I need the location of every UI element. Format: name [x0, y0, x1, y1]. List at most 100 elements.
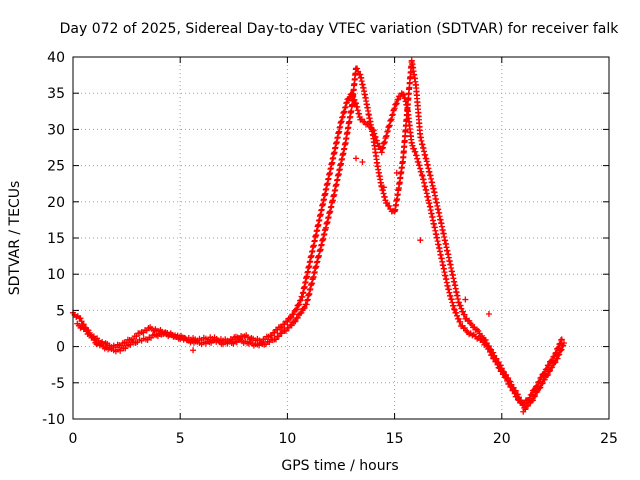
outlier-point	[380, 184, 387, 191]
data-point-track-2	[298, 309, 305, 316]
data-point-track-2	[482, 336, 489, 343]
data-point-track-1	[549, 364, 556, 371]
data-point-track-1	[297, 297, 304, 304]
data-point-track-2	[384, 200, 391, 207]
data-point-track-2	[288, 322, 295, 329]
x-tick-label: 0	[69, 431, 78, 447]
data-point-track-1	[78, 318, 85, 325]
data-point-track-1	[395, 96, 402, 103]
data-point-track-1	[544, 371, 551, 378]
data-point-track-2	[355, 68, 362, 75]
data-point-track-1	[408, 139, 415, 146]
data-point-track-2	[485, 343, 492, 349]
data-point-track-1	[290, 311, 297, 318]
data-point-track-1	[547, 367, 554, 374]
data-point-track-1	[457, 318, 464, 325]
y-tick-label: -10	[42, 412, 65, 428]
data-point-track-1	[453, 309, 460, 316]
data-point-track-2	[498, 365, 505, 372]
data-point-track-2	[505, 374, 512, 381]
y-tick-label: 15	[47, 231, 65, 247]
data-point-track-2	[459, 308, 466, 315]
data-point-track-2	[507, 378, 514, 385]
data-point-track-2	[553, 349, 560, 356]
y-tick-label: 0	[56, 340, 65, 356]
x-tick-label: 5	[176, 431, 185, 447]
data-point-track-1	[455, 315, 462, 322]
data-point-track-2	[549, 357, 556, 364]
data-point-track-2	[515, 394, 522, 401]
data-point-track-2	[493, 355, 500, 362]
data-point-track-2	[488, 346, 495, 353]
data-point-track-1	[532, 393, 539, 400]
data-point-track-2	[301, 304, 308, 311]
chart-title: Day 072 of 2025, Sidereal Day-to-day VTE…	[60, 21, 620, 37]
y-axis-label: SDTVAR / TECUs	[7, 181, 23, 296]
data-point-track-1	[539, 380, 546, 387]
tick-layer: -10 -5 0 5 10 15 20 25 30 35 40 0 5 10 15 20 25	[42, 50, 618, 447]
data-point-track-2	[272, 336, 279, 343]
y-tick-label: 20	[47, 195, 65, 211]
data-point-track-2	[545, 362, 552, 369]
data-point-track-2	[514, 391, 521, 398]
data-point-track-2	[386, 203, 393, 210]
data-point-track-2	[510, 384, 517, 391]
outlier-point	[485, 311, 492, 318]
outlier-point	[393, 169, 400, 176]
data-point-track-2	[275, 333, 282, 340]
data-point-track-2	[500, 368, 507, 375]
data-point-track-1	[346, 95, 353, 102]
x-axis-label: GPS time / hours	[281, 458, 398, 474]
data-point-track-1	[410, 145, 417, 152]
data-point-track-1	[284, 318, 291, 325]
data-point-track-1	[541, 376, 548, 383]
data-point-track-2	[521, 400, 528, 407]
data-point-track-2	[538, 374, 545, 381]
data-point-track-2	[526, 395, 533, 402]
data-point-track-1	[288, 314, 295, 321]
data-point-track-1	[552, 359, 559, 366]
data-point-track-2	[354, 65, 361, 72]
data-point-track-2	[455, 299, 462, 306]
data-point-track-2	[503, 371, 510, 378]
data-point-track-2	[558, 336, 565, 343]
x-tick-label: 15	[386, 431, 404, 447]
data-point-track-2	[536, 378, 543, 385]
data-point-track-2	[294, 314, 301, 321]
data-point-track-1	[391, 105, 398, 112]
y-tick-label: 30	[47, 122, 65, 138]
data-point-track-1	[296, 301, 303, 308]
data-point-track-1	[412, 148, 419, 155]
outlier-point	[417, 237, 424, 244]
data-point-track-2	[461, 311, 468, 318]
data-point-track-2	[543, 365, 550, 372]
data-point-track-2	[483, 339, 490, 346]
x-tick-label: 20	[493, 431, 511, 447]
data-point-track-1	[293, 306, 300, 313]
data-point-track-2	[551, 353, 558, 360]
outlier-point	[359, 158, 366, 165]
y-tick-label: 5	[56, 303, 65, 319]
data-point-track-2	[490, 349, 497, 356]
data-point-track-2	[508, 381, 515, 388]
x-tick-label: 25	[600, 431, 618, 447]
outlier-point	[353, 155, 360, 162]
data-point-track-1	[409, 142, 416, 149]
x-tick-label: 10	[278, 431, 296, 447]
data-point-track-2	[557, 340, 564, 347]
data-point-track-1	[454, 312, 461, 319]
data-point-track-1	[393, 100, 400, 107]
marks-layer	[70, 57, 567, 415]
outlier-point	[462, 296, 469, 303]
y-tick-label: 10	[47, 267, 65, 283]
data-point-track-1	[537, 384, 544, 391]
data-point-track-1	[524, 402, 531, 409]
data-point-track-2	[541, 370, 548, 377]
outlier-point	[190, 347, 197, 354]
data-point-track-2	[292, 318, 299, 325]
y-tick-label: 35	[47, 86, 65, 102]
data-point-track-2	[512, 387, 519, 394]
outlier-point	[520, 408, 527, 415]
